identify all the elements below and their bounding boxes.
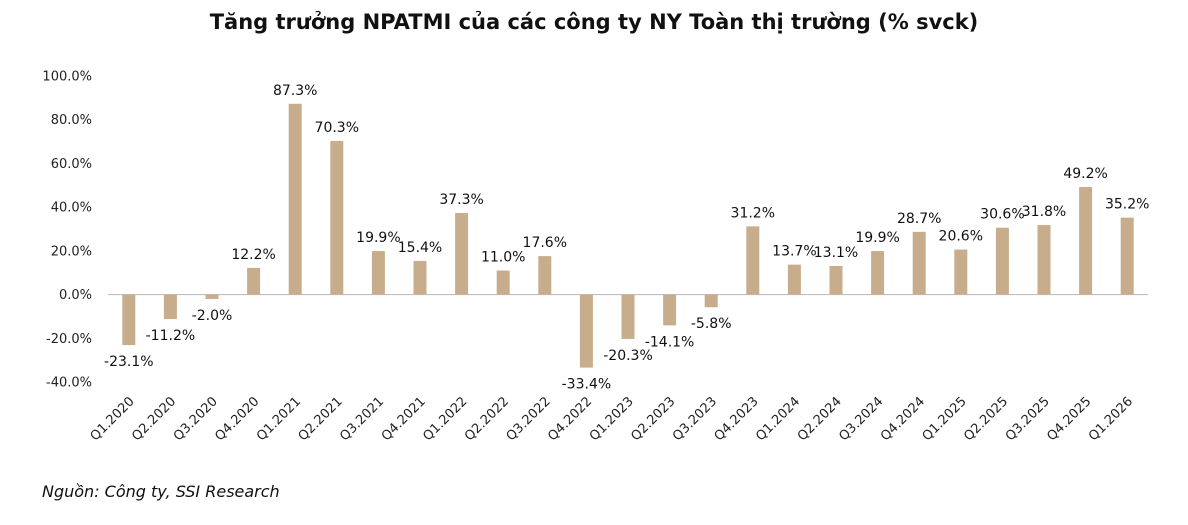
x-tick-label: Q2.2025: [961, 394, 1011, 444]
y-tick-label: 60.0%: [51, 157, 92, 172]
bar-chart: 100.0% 80.0% 60.0% 40.0% 20.0% 0.0% -20.0% -40.…: [42, 70, 1149, 445]
data-label: 31.8%: [1022, 204, 1066, 220]
bar-q3-2024: [871, 251, 885, 295]
y-tick-label: 80.0%: [51, 113, 92, 128]
y-tick-label: -40.0%: [46, 376, 92, 391]
bar-q4-2022: [579, 294, 593, 368]
data-label: 28.7%: [897, 211, 941, 227]
x-tick-label: Q3.2023: [670, 394, 720, 444]
x-tick-label: Q2.2023: [628, 394, 678, 444]
x-tick-label: Q1.2020: [88, 394, 138, 444]
data-label: 12.2%: [231, 247, 275, 263]
x-tick-label: Q2.2022: [462, 394, 512, 444]
x-tick-label: Q1.2022: [420, 394, 470, 444]
bar-q3-2020: [205, 294, 219, 299]
bar-q2-2020: [163, 294, 177, 320]
data-label: 20.6%: [939, 229, 983, 245]
bar-q4-2025: [1079, 187, 1093, 295]
x-tick-label: Q1.2026: [1086, 394, 1136, 444]
x-tick-label: Q4.2025: [1044, 394, 1094, 444]
data-label: 35.2%: [1105, 197, 1149, 213]
data-label: 17.6%: [523, 235, 567, 251]
bar-q2-2025: [995, 227, 1009, 295]
data-label: -33.4%: [562, 377, 612, 393]
x-tick-label: Q1.2023: [587, 394, 637, 444]
bar-q3-2021: [371, 251, 385, 295]
x-tick-label: Q4.2023: [712, 394, 762, 444]
x-axis: Q1.2020Q2.2020Q3.2020Q4.2020Q1.2021Q2.20…: [88, 394, 1136, 444]
x-tick-label: Q4.2022: [545, 394, 595, 444]
data-label: 70.3%: [315, 120, 359, 136]
data-label: 15.4%: [398, 240, 442, 256]
data-label: -23.1%: [104, 354, 154, 370]
bars-group: [122, 103, 1134, 368]
x-tick-label: Q2.2024: [795, 394, 845, 444]
x-tick-label: Q3.2021: [337, 394, 387, 444]
y-tick-label: 100.0%: [42, 70, 92, 85]
bar-q1-2025: [954, 249, 968, 295]
data-label: -2.0%: [192, 308, 233, 324]
bar-q1-2022: [455, 213, 469, 295]
data-label: 87.3%: [273, 83, 317, 99]
y-tick-label: 20.0%: [51, 244, 92, 259]
bar-q3-2025: [1037, 225, 1051, 295]
bar-q2-2023: [663, 294, 677, 326]
y-axis: 100.0% 80.0% 60.0% 40.0% 20.0% 0.0% -20.0% -40.…: [42, 70, 92, 391]
source-note: Nguồn: Công ty, SSI Research: [42, 482, 280, 501]
bar-q4-2021: [413, 260, 427, 295]
bar-q3-2023: [704, 294, 718, 308]
data-label: -14.1%: [645, 334, 695, 350]
data-label: -5.8%: [691, 316, 732, 332]
x-tick-label: Q4.2021: [379, 394, 429, 444]
data-label: 30.6%: [980, 207, 1024, 223]
data-label: 13.1%: [814, 245, 858, 261]
bar-q2-2021: [330, 140, 344, 295]
bar-q1-2024: [787, 264, 801, 295]
data-labels-group: -23.1%-11.2%-2.0%12.2%87.3%70.3%19.9%15.…: [104, 83, 1149, 393]
y-tick-label: -20.0%: [46, 332, 92, 347]
bar-q4-2020: [247, 267, 261, 295]
data-label: 13.7%: [772, 244, 816, 260]
x-tick-label: Q2.2021: [296, 394, 346, 444]
x-tick-label: Q4.2024: [878, 394, 928, 444]
data-label: 31.2%: [731, 205, 775, 221]
data-label: 11.0%: [481, 250, 525, 266]
y-tick-label: 0.0%: [59, 288, 92, 303]
x-tick-label: Q3.2020: [171, 394, 221, 444]
data-label: 19.9%: [855, 230, 899, 246]
x-tick-label: Q1.2025: [920, 394, 970, 444]
x-tick-label: Q3.2025: [1003, 394, 1053, 444]
x-tick-label: Q3.2024: [836, 394, 886, 444]
x-tick-label: Q1.2021: [254, 394, 304, 444]
x-tick-label: Q3.2022: [504, 394, 554, 444]
x-tick-label: Q4.2020: [212, 394, 262, 444]
data-label: 49.2%: [1063, 166, 1107, 182]
data-label: 37.3%: [439, 192, 483, 208]
bar-q1-2026: [1120, 217, 1134, 295]
x-tick-label: Q2.2020: [129, 394, 179, 444]
bar-q1-2020: [122, 294, 136, 346]
data-label: 19.9%: [356, 230, 400, 246]
chart-title: Tăng trưởng NPATMI của các công ty NY To…: [209, 10, 979, 34]
bar-q4-2023: [746, 226, 760, 295]
y-tick-label: 40.0%: [51, 201, 92, 216]
bar-q1-2023: [621, 294, 635, 339]
bar-q3-2022: [538, 256, 552, 295]
x-tick-label: Q1.2024: [753, 394, 803, 444]
bar-q4-2024: [912, 231, 926, 295]
bar-q1-2021: [288, 103, 302, 295]
data-label: -20.3%: [603, 348, 653, 364]
bar-q2-2024: [829, 265, 843, 295]
bar-q2-2022: [496, 270, 510, 295]
data-label: -11.2%: [146, 328, 196, 344]
